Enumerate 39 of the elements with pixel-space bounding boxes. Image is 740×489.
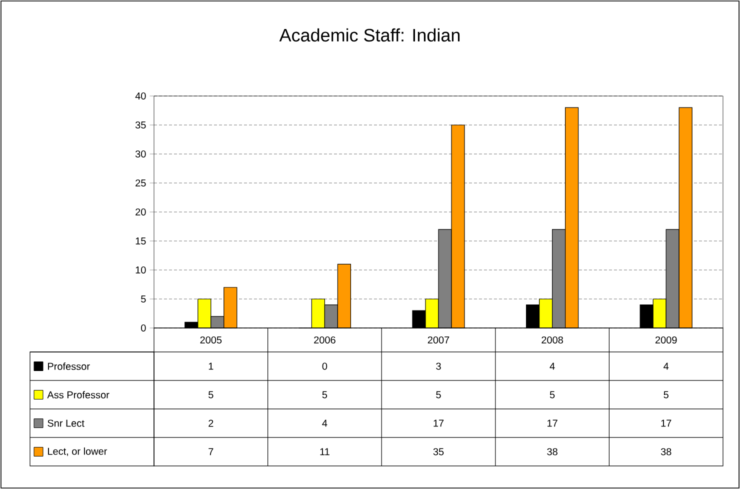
x-tick-label: 2006	[314, 336, 336, 344]
x-tick-label: 2009	[655, 336, 677, 344]
data-label: 0	[322, 362, 328, 370]
legend-label: Lect, or lower	[48, 447, 108, 456]
data-label: 5	[550, 391, 555, 398]
x-tick-label: 2005	[200, 336, 222, 344]
data-label: 11	[320, 448, 330, 456]
y-tick-label: 20	[136, 208, 146, 216]
data-label: 3	[436, 362, 441, 370]
y-tick-label: 15	[136, 237, 146, 244]
chart-title: Academic Staff: Indian	[279, 28, 460, 42]
data-label: 35	[433, 448, 444, 456]
y-tick-label: 25	[136, 179, 146, 187]
data-label: 17	[434, 420, 444, 427]
y-tick-label: 5	[141, 295, 146, 302]
y-tick-label: 10	[136, 266, 146, 274]
y-tick-label: 0	[141, 324, 146, 332]
x-tick-label: 2008	[542, 336, 563, 344]
data-label: 17	[661, 420, 672, 427]
y-tick-label: 30	[135, 150, 146, 158]
data-label: 4	[550, 362, 555, 370]
data-label: 1	[208, 362, 214, 370]
data-label: 5	[322, 391, 328, 398]
data-label: 38	[660, 448, 672, 456]
y-tick-label: 40	[135, 92, 146, 100]
legend-label: Snr Lect	[48, 420, 84, 427]
data-label: 2	[208, 420, 214, 427]
legend-label: Professor	[48, 362, 90, 370]
y-tick-label: 35	[135, 121, 146, 129]
data-label: 4	[322, 420, 328, 427]
x-tick-label: 2007	[428, 336, 450, 344]
data-label: 5	[436, 391, 441, 398]
data-label: 5	[208, 391, 214, 398]
data-label: 17	[548, 420, 558, 427]
data-label: 5	[664, 391, 668, 398]
data-label: 4	[664, 362, 669, 370]
data-label: 7	[208, 448, 214, 456]
data-label: 38	[547, 448, 558, 456]
legend-label: Ass Professor	[47, 391, 110, 398]
